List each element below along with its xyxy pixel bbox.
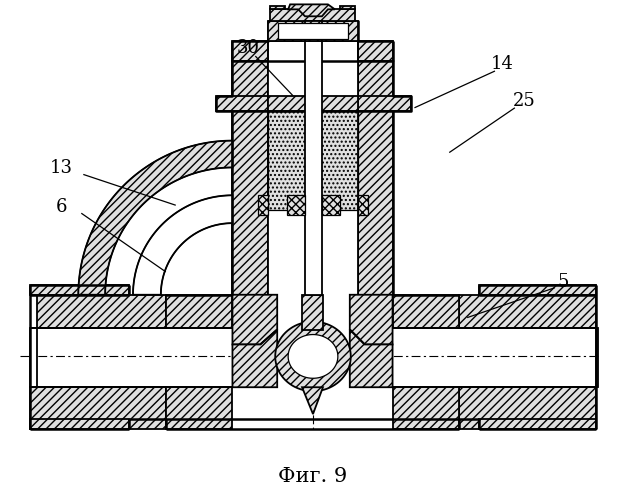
Polygon shape <box>29 294 166 328</box>
Polygon shape <box>268 96 358 111</box>
Polygon shape <box>287 196 305 215</box>
Polygon shape <box>268 22 358 41</box>
Text: 13: 13 <box>50 160 73 178</box>
Text: Фиг. 9: Фиг. 9 <box>278 467 347 486</box>
Polygon shape <box>233 294 277 344</box>
Polygon shape <box>350 330 393 387</box>
Polygon shape <box>29 419 129 429</box>
Polygon shape <box>288 334 338 378</box>
Polygon shape <box>270 6 285 10</box>
Polygon shape <box>233 41 393 61</box>
Polygon shape <box>216 61 411 111</box>
Text: 6: 6 <box>56 198 67 216</box>
Polygon shape <box>350 294 393 344</box>
Polygon shape <box>268 41 358 294</box>
Polygon shape <box>29 285 129 294</box>
Polygon shape <box>278 24 348 39</box>
Polygon shape <box>459 387 596 429</box>
Text: 25: 25 <box>512 92 535 110</box>
Polygon shape <box>166 387 233 429</box>
Polygon shape <box>305 16 322 294</box>
Polygon shape <box>166 294 233 328</box>
Polygon shape <box>459 294 596 328</box>
Polygon shape <box>358 61 393 294</box>
Polygon shape <box>270 10 355 22</box>
Polygon shape <box>29 328 36 387</box>
Polygon shape <box>305 22 322 41</box>
Text: 30: 30 <box>237 39 260 57</box>
Polygon shape <box>596 328 598 387</box>
Polygon shape <box>322 196 340 215</box>
Polygon shape <box>479 419 596 429</box>
Polygon shape <box>268 111 358 210</box>
Polygon shape <box>393 387 459 429</box>
Polygon shape <box>302 294 323 330</box>
Polygon shape <box>288 4 335 16</box>
Polygon shape <box>358 61 393 294</box>
Polygon shape <box>233 61 268 294</box>
Polygon shape <box>233 330 277 387</box>
Polygon shape <box>479 285 596 294</box>
Polygon shape <box>302 387 323 414</box>
Polygon shape <box>340 6 355 10</box>
Polygon shape <box>133 196 233 294</box>
Polygon shape <box>29 387 166 429</box>
Polygon shape <box>78 140 233 294</box>
Text: 5: 5 <box>558 273 569 291</box>
Polygon shape <box>393 294 459 328</box>
Polygon shape <box>258 196 268 215</box>
Polygon shape <box>275 322 350 391</box>
Polygon shape <box>358 196 367 215</box>
Text: 14: 14 <box>490 55 514 73</box>
